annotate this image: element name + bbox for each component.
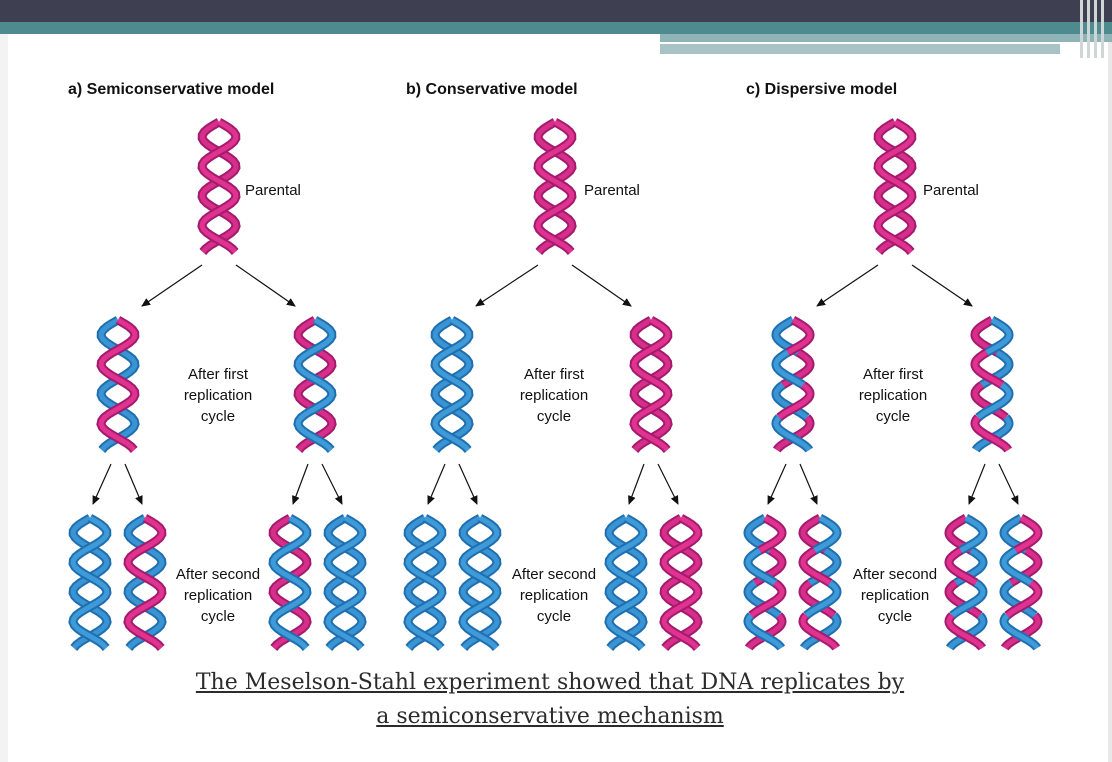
- model-b-second-cycle-helix: [403, 514, 447, 651]
- model-b-second-cycle-helix: [604, 514, 648, 651]
- model-b-first-cycle-helix: [629, 316, 673, 453]
- model-a-arrow: [141, 264, 203, 307]
- model-b-parental-helix: [533, 118, 577, 255]
- model-b-first-cycle-helix: [430, 316, 474, 453]
- model-b-arrow: [427, 463, 446, 505]
- model-c-first-cycle-helix: [970, 316, 1014, 453]
- caption: The Meselson-Stahl experiment showed tha…: [120, 666, 980, 734]
- header-bar-accent: [660, 34, 1112, 42]
- model-a-arrow: [92, 463, 112, 505]
- model-c-arrow: [816, 264, 879, 307]
- model-b-arrow: [571, 264, 632, 307]
- header-bar-dark: [0, 0, 1112, 22]
- caption-line-1: The Meselson-Stahl experiment showed tha…: [195, 670, 905, 695]
- model-a-arrow: [124, 463, 143, 505]
- model-a-parental-helix: [197, 118, 241, 255]
- model-a-first-cycle-helix: [96, 316, 140, 453]
- model-b-second-cycle-label: After second replication cycle: [511, 566, 597, 625]
- model-c-second-cycle-helix: [944, 514, 988, 651]
- model-a-second-cycle-helix: [323, 514, 367, 651]
- model-c-arrow: [998, 463, 1019, 505]
- model-c-second-cycle-helix: [798, 514, 842, 651]
- model-a-arrow: [321, 463, 343, 505]
- model-a-arrow: [235, 264, 296, 307]
- header-bar-light: [660, 44, 1060, 54]
- model-c-second-cycle-helix: [999, 514, 1043, 651]
- model-a-second-cycle-label: After second replication cycle: [175, 566, 261, 625]
- header-bar-teal: [0, 22, 1112, 34]
- model-c-parental-label: Parental: [923, 182, 979, 199]
- model-a-second-cycle-helix: [123, 514, 167, 651]
- caption-line-2: a semiconservative mechanism: [376, 704, 724, 729]
- model-b-arrow: [628, 463, 645, 505]
- model-b-arrow: [458, 463, 478, 505]
- model-c-arrow: [911, 264, 973, 307]
- model-c-second-cycle-helix: [743, 514, 787, 651]
- model-c-second-cycle-label: After second replication cycle: [852, 566, 938, 625]
- model-b-arrow: [475, 264, 539, 307]
- model-a-title: a) Semiconservative model: [68, 81, 275, 98]
- model-b-arrow: [657, 463, 679, 505]
- slide-left-edge: [0, 0, 8, 762]
- model-c-parental-helix: [873, 118, 917, 255]
- model-c-first-cycle-helix: [771, 316, 815, 453]
- model-b-title: b) Conservative model: [406, 81, 578, 98]
- slide-right-edge: [1108, 0, 1112, 762]
- model-a-first-cycle-helix: [293, 316, 337, 453]
- model-a-parental-label: Parental: [245, 182, 301, 199]
- model-c-arrow: [767, 463, 787, 505]
- model-a-second-cycle-helix: [268, 514, 312, 651]
- model-a-arrow: [292, 463, 309, 505]
- model-b-second-cycle-helix: [659, 514, 703, 651]
- model-b-first-cycle-label: After first replication cycle: [519, 366, 589, 425]
- model-b-second-cycle-helix: [458, 514, 502, 651]
- model-c-title: c) Dispersive model: [746, 81, 898, 98]
- model-b-parental-label: Parental: [584, 182, 640, 199]
- model-c-arrow: [799, 463, 818, 505]
- header-decoration: [1080, 0, 1104, 58]
- model-a-first-cycle-label: After first replication cycle: [183, 366, 253, 425]
- model-c-first-cycle-label: After first replication cycle: [858, 366, 928, 425]
- model-c-arrow: [968, 463, 986, 505]
- model-a-second-cycle-helix: [68, 514, 112, 651]
